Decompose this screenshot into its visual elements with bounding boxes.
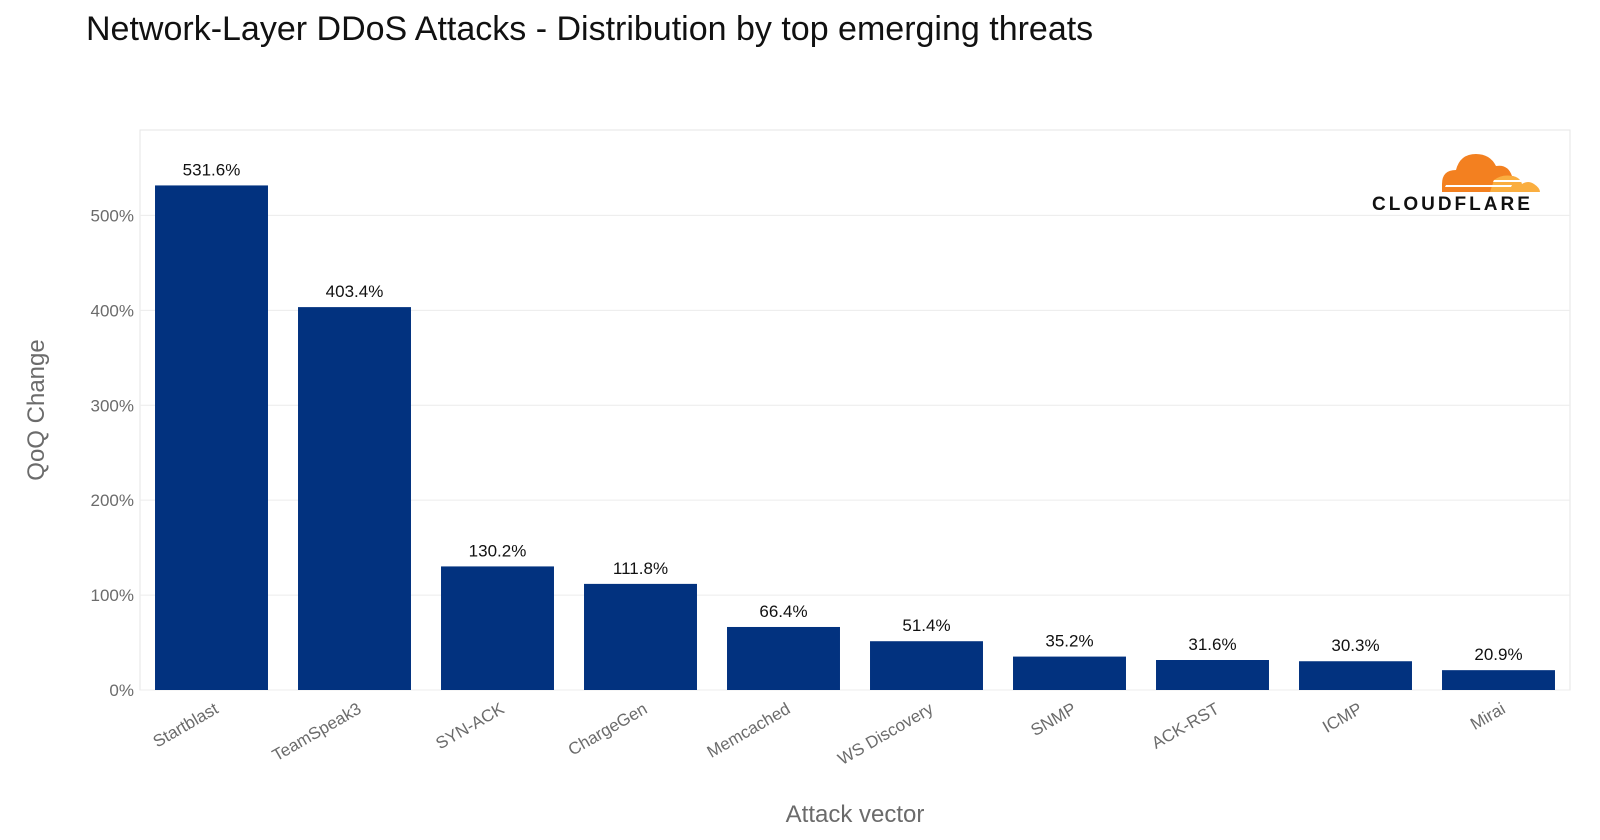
y-tick-label: 100% xyxy=(91,586,134,605)
y-axis-label: QoQ Change xyxy=(23,339,50,480)
chart-title: Network-Layer DDoS Attacks - Distributio… xyxy=(86,10,1094,48)
data-label: 531.6% xyxy=(183,160,241,179)
data-label: 403.4% xyxy=(326,282,384,301)
data-labels: 531.6% 403.4% 130.2% 111.8% 66.4% 51.4% 35.2% 3… xyxy=(183,160,1523,664)
bar xyxy=(1013,656,1126,690)
data-label: 66.4% xyxy=(759,602,807,621)
x-tick-label: SYN-ACK xyxy=(433,699,509,754)
y-tick-label: 0% xyxy=(109,681,134,700)
y-tick-label: 500% xyxy=(91,206,134,225)
x-tick-label: ChargeGen xyxy=(565,699,651,759)
data-label: 31.6% xyxy=(1188,635,1236,654)
y-tick-label: 300% xyxy=(91,396,134,415)
data-label: 130.2% xyxy=(469,541,527,560)
bar xyxy=(584,583,697,690)
y-axis-ticks: 0% 100% 200% 300% 400% 500% xyxy=(91,206,134,700)
x-tick-label: Startblast xyxy=(150,699,222,751)
bar xyxy=(1156,660,1269,690)
bar xyxy=(870,641,983,690)
bar xyxy=(1442,670,1555,690)
bars xyxy=(155,185,1555,690)
cloud-icon xyxy=(1442,154,1540,192)
cloudflare-logo: CLOUDFLARE xyxy=(1372,150,1562,220)
x-axis-label: Attack vector xyxy=(786,801,925,828)
x-tick-label: Memcached xyxy=(704,699,794,762)
data-label: 30.3% xyxy=(1331,636,1379,655)
data-label: 35.2% xyxy=(1045,632,1093,651)
bar xyxy=(1299,661,1412,690)
bar xyxy=(441,566,554,690)
bar xyxy=(298,307,411,690)
x-tick-label: SNMP xyxy=(1027,699,1079,740)
data-label: 51.4% xyxy=(902,616,950,635)
data-label: 20.9% xyxy=(1474,645,1522,664)
x-tick-label: ACK-RST xyxy=(1148,699,1222,753)
y-tick-label: 400% xyxy=(91,301,134,320)
x-axis-ticks: Startblast TeamSpeak3 SYN-ACK ChargeGen Memc… xyxy=(150,699,1509,769)
x-tick-label: ICMP xyxy=(1319,699,1365,737)
logo-wordmark: CLOUDFLARE xyxy=(1372,194,1533,215)
bar xyxy=(727,626,840,690)
bar xyxy=(155,185,268,690)
x-tick-label: TeamSpeak3 xyxy=(269,699,364,765)
y-tick-label: 200% xyxy=(91,491,134,510)
x-tick-label: Mirai xyxy=(1467,699,1508,734)
data-label: 111.8% xyxy=(613,559,668,578)
x-tick-label: WS Discovery xyxy=(835,699,937,769)
